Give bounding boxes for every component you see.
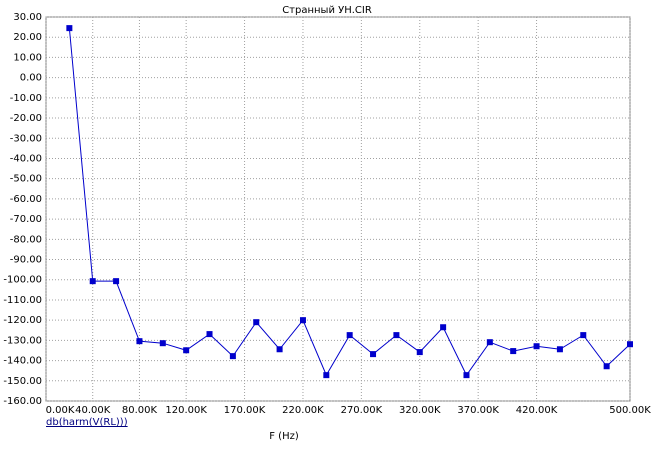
y-tick-label: -130.00 xyxy=(3,335,42,346)
point-marker xyxy=(486,339,493,346)
x-tick-label: 80.00K xyxy=(122,405,158,416)
y-tick-label: -40.00 xyxy=(10,153,42,164)
point-marker xyxy=(627,341,633,348)
x-tick-label: 320.00K xyxy=(399,405,441,416)
point-marker xyxy=(276,346,283,353)
point-marker xyxy=(183,347,190,354)
point-marker xyxy=(206,331,213,338)
point-marker xyxy=(463,372,470,379)
plot-frame xyxy=(45,16,631,402)
x-tick-label: 220.00K xyxy=(282,405,324,416)
y-tick-label: -10.00 xyxy=(10,93,42,104)
legend-entry: db(harm(V(RL))) xyxy=(46,417,128,428)
point-marker xyxy=(556,346,563,353)
y-tick-label: 30.00 xyxy=(13,12,42,23)
point-marker xyxy=(136,338,143,345)
y-tick-label: -90.00 xyxy=(10,255,42,266)
point-marker xyxy=(323,372,330,379)
y-tick-label: -30.00 xyxy=(10,133,42,144)
point-marker xyxy=(253,319,260,326)
x-axis-label: F (Hz) xyxy=(269,431,299,442)
point-marker xyxy=(393,332,400,339)
point-marker xyxy=(416,349,423,356)
x-tick-label: 500.00K xyxy=(609,405,651,416)
x-tick-label: 40.00K xyxy=(75,405,111,416)
y-tick-label: 0.00 xyxy=(20,73,42,84)
point-marker xyxy=(113,278,120,285)
point-marker xyxy=(229,353,236,360)
x-tick-label: 170.00K xyxy=(224,405,266,416)
point-marker xyxy=(159,340,166,347)
y-tick-label: -100.00 xyxy=(3,275,42,286)
y-tick-label: -50.00 xyxy=(10,174,42,185)
y-tick-label: 10.00 xyxy=(13,52,42,63)
point-marker xyxy=(510,348,517,355)
x-tick-label: 420.00K xyxy=(516,405,558,416)
x-tick-label: 120.00K xyxy=(165,405,207,416)
y-tick-label: -70.00 xyxy=(10,214,42,225)
point-marker xyxy=(580,332,587,339)
y-tick-label: 20.00 xyxy=(13,32,42,43)
y-tick-label: -120.00 xyxy=(3,315,42,326)
y-tick-label: -110.00 xyxy=(3,295,42,306)
x-tick-label: 0.00K xyxy=(46,405,75,416)
y-tick-label: -80.00 xyxy=(10,234,42,245)
y-tick-label: -150.00 xyxy=(3,376,42,387)
y-tick-label: -160.00 xyxy=(3,396,42,407)
point-marker xyxy=(299,317,306,324)
point-marker xyxy=(370,351,377,358)
series-line xyxy=(68,28,631,377)
y-tick-label: -60.00 xyxy=(10,194,42,205)
point-marker xyxy=(533,343,540,350)
y-tick-label: -20.00 xyxy=(10,113,42,124)
point-marker xyxy=(66,25,73,32)
x-tick-label: 370.00K xyxy=(457,405,499,416)
point-marker xyxy=(89,278,96,285)
chart-title: Странный УН.CIR xyxy=(282,5,372,16)
point-marker xyxy=(603,363,610,370)
y-tick-label: -140.00 xyxy=(3,356,42,367)
point-marker xyxy=(440,324,447,331)
x-tick-label: 270.00K xyxy=(341,405,383,416)
point-marker xyxy=(346,332,353,339)
